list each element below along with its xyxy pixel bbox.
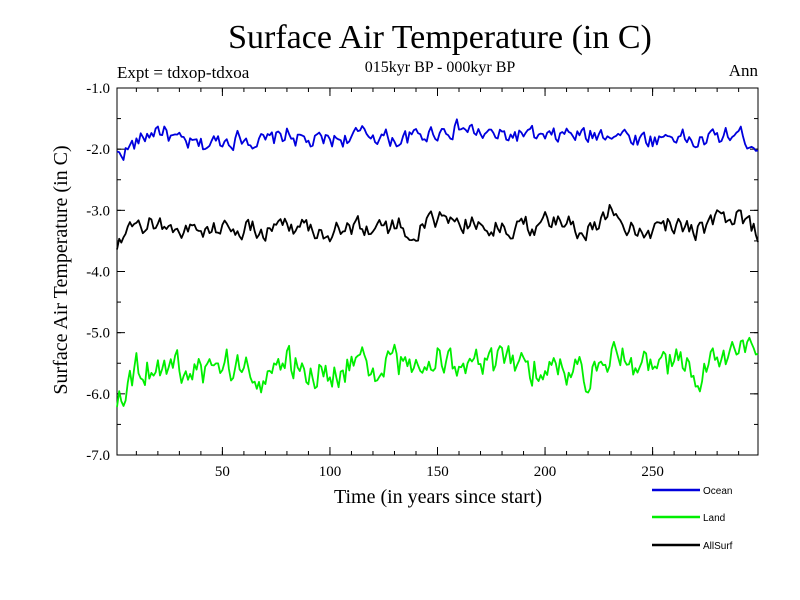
y-tick-label: -5.0 — [86, 326, 110, 342]
y-tick-label: -4.0 — [86, 265, 110, 281]
series-group — [116, 118, 759, 408]
y-tick-label: -3.0 — [86, 203, 110, 219]
y-tick-label: -1.0 — [86, 81, 110, 97]
y-axis-label: Surface Air Temperature (in C) — [50, 145, 72, 394]
legend-label-ocean: Ocean — [703, 486, 732, 497]
series-line-allsurf — [116, 203, 759, 250]
chart-subtitle: 015kyr BP - 000kyr BP — [365, 59, 516, 76]
x-tick-label: 50 — [215, 464, 230, 480]
y-tick-label: -6.0 — [86, 387, 110, 403]
y-tick-label: -2.0 — [86, 142, 110, 158]
plot-frame — [116, 87, 759, 456]
experiment-label: Expt = tdxop-tdxoa — [117, 63, 250, 82]
legend-label-land: Land — [703, 513, 725, 524]
x-tick-label: 250 — [641, 464, 664, 480]
series-line-ocean — [116, 118, 759, 161]
x-tick-label: 200 — [534, 464, 557, 480]
y-tick-label: -7.0 — [86, 448, 110, 464]
period-label: Ann — [729, 61, 759, 80]
x-tick-label: 150 — [426, 464, 449, 480]
chart-title: Surface Air Temperature (in C) — [228, 19, 652, 56]
legend: Ocean Land AllSurf — [652, 486, 733, 552]
series-line-land — [116, 336, 759, 408]
legend-label-allsurf: AllSurf — [703, 541, 733, 552]
y-axis: -1.0 -2.0 -3.0 -4.0 -5.0 -6.0 -7.0 — [86, 81, 758, 464]
x-axis: 50 100 150 200 250 — [135, 88, 740, 480]
x-axis-label: Time (in years since start) — [334, 486, 542, 508]
x-tick-label: 100 — [319, 464, 342, 480]
